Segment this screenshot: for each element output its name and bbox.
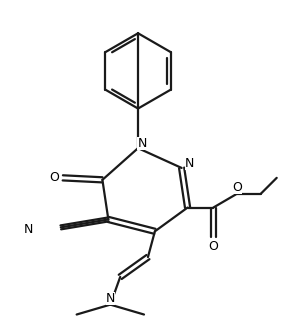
Text: N: N <box>106 292 115 305</box>
Text: O: O <box>49 171 59 185</box>
Text: O: O <box>208 240 218 253</box>
Text: N: N <box>24 223 33 236</box>
Text: N: N <box>185 156 194 170</box>
Text: O: O <box>232 181 242 194</box>
Text: N: N <box>137 137 147 150</box>
